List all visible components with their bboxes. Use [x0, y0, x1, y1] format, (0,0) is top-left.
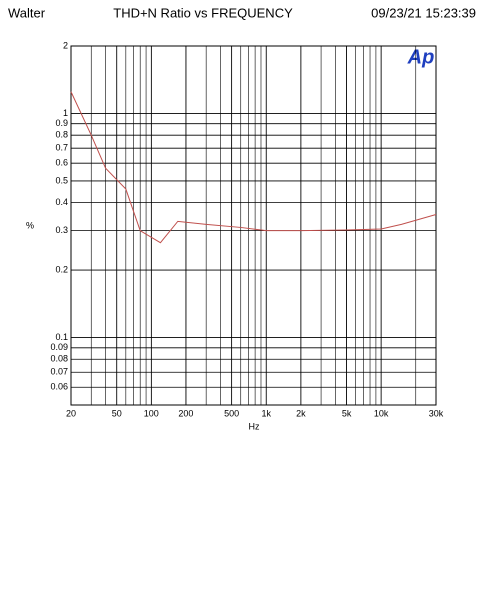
data-line — [70, 91, 437, 244]
y-tick-label: 0.08 — [50, 354, 68, 364]
x-tick-label: 200 — [178, 408, 193, 418]
y-tick-label: 0.09 — [50, 342, 68, 352]
x-tick-label: 1k — [261, 408, 271, 418]
x-tick-label: 10k — [374, 408, 389, 418]
y-tick-label: 0.8 — [55, 130, 68, 140]
x-tick-label: 2k — [296, 408, 306, 418]
timestamp: 09/23/21 15:23:39 — [371, 5, 476, 20]
y-tick-label: 0.06 — [50, 382, 68, 392]
y-tick-label: 0.07 — [50, 367, 68, 377]
header-left: Walter — [8, 5, 46, 20]
y-axis-label: % — [26, 220, 34, 230]
y-tick-label: 0.4 — [55, 197, 68, 207]
y-tick-label: 0.3 — [55, 225, 68, 235]
y-tick-label: 0.5 — [55, 175, 68, 185]
chart-title: THD+N Ratio vs FREQUENCY — [113, 5, 293, 20]
logo: Ap — [407, 46, 435, 68]
x-tick-label: 5k — [342, 408, 352, 418]
y-tick-label: 0.1 — [55, 332, 68, 342]
plot-frame — [70, 45, 437, 406]
y-tick-label: 1 — [63, 108, 68, 118]
y-tick-label: 2 — [63, 40, 68, 50]
y-tick-label: 0.6 — [55, 158, 68, 168]
y-tick-label: 0.2 — [55, 264, 68, 274]
x-tick-label: 500 — [224, 408, 239, 418]
x-tick-label: 20 — [66, 408, 76, 418]
x-tick-label: 100 — [144, 408, 159, 418]
x-tick-label: 50 — [112, 408, 122, 418]
y-tick-label: 0.7 — [55, 143, 68, 153]
x-tick-label: 30k — [429, 408, 444, 418]
x-axis-label: Hz — [249, 421, 260, 431]
y-tick-label: 0.9 — [55, 118, 68, 128]
